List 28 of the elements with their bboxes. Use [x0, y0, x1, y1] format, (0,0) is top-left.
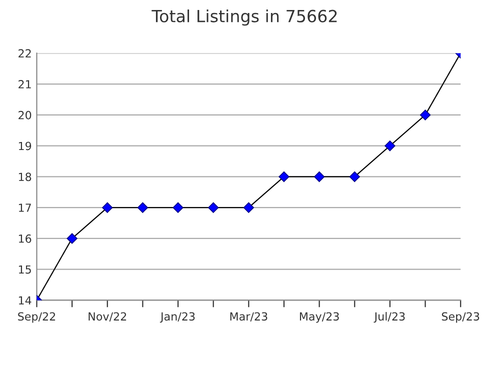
point — [278, 171, 290, 182]
point — [208, 202, 219, 213]
x-tick-label: Sep/23 — [442, 312, 480, 323]
y-tick-label: 18 — [18, 172, 32, 182]
y-tick-label: 17 — [18, 204, 31, 212]
y-tick-label: 21 — [18, 80, 31, 88]
point — [243, 202, 254, 213]
point — [384, 140, 396, 152]
x-tick-label: Jul/23 — [374, 312, 405, 323]
point — [314, 171, 325, 182]
x-tick-label: Nov/22 — [88, 312, 126, 322]
x-tick-label: Mar/23 — [230, 312, 268, 322]
point — [172, 202, 184, 213]
point — [66, 233, 78, 244]
y-tick-label: 16 — [18, 234, 32, 243]
x-tick-label: Jan/23 — [160, 312, 195, 323]
point — [349, 171, 360, 182]
point — [420, 110, 431, 120]
x-tick-label: May/23 — [300, 312, 339, 323]
y-tick-label: 15 — [18, 265, 31, 274]
point — [137, 202, 148, 213]
x-tick-label: Sep/22 — [18, 312, 56, 323]
y-tick-label: 19 — [18, 142, 32, 150]
point — [102, 202, 113, 213]
y-tick-label: 14 — [18, 296, 32, 304]
chart-title: Total Listings in 75662 — [152, 10, 337, 26]
y-tick-label: 22 — [18, 49, 31, 58]
y-tick-label: 20 — [18, 110, 32, 120]
